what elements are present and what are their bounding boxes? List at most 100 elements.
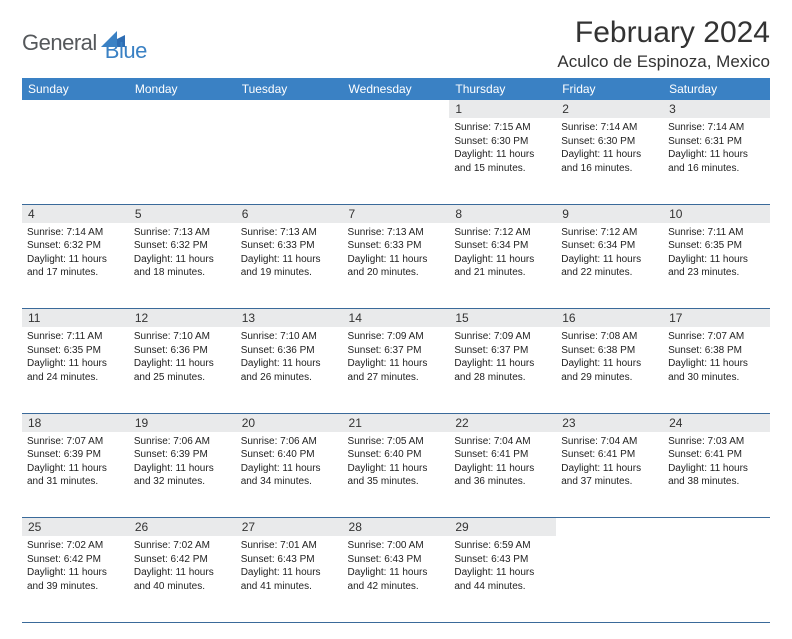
day-number-cell: [236, 100, 343, 118]
day-number-row: 45678910: [22, 204, 770, 223]
weekday-header: Friday: [556, 78, 663, 100]
day-number-cell: 23: [556, 413, 663, 432]
day-detail-text: Sunrise: 7:02 AMSunset: 6:42 PMDaylight:…: [134, 539, 231, 593]
day-detail-text: Sunrise: 6:59 AMSunset: 6:43 PMDaylight:…: [454, 539, 551, 593]
calendar-week-row: Sunrise: 7:14 AMSunset: 6:32 PMDaylight:…: [22, 223, 770, 309]
calendar-day-cell: Sunrise: 7:14 AMSunset: 6:30 PMDaylight:…: [556, 118, 663, 204]
calendar-day-cell: Sunrise: 7:12 AMSunset: 6:34 PMDaylight:…: [556, 223, 663, 309]
day-number-cell: 2: [556, 100, 663, 118]
day-detail-text: Sunrise: 7:05 AMSunset: 6:40 PMDaylight:…: [348, 435, 445, 489]
calendar-day-cell: Sunrise: 6:59 AMSunset: 6:43 PMDaylight:…: [449, 536, 556, 622]
day-detail-text: Sunrise: 7:09 AMSunset: 6:37 PMDaylight:…: [348, 330, 445, 384]
calendar-header-row: SundayMondayTuesdayWednesdayThursdayFrid…: [22, 78, 770, 100]
calendar-week-row: Sunrise: 7:02 AMSunset: 6:42 PMDaylight:…: [22, 536, 770, 622]
calendar-day-cell: Sunrise: 7:06 AMSunset: 6:40 PMDaylight:…: [236, 432, 343, 518]
calendar-day-cell: Sunrise: 7:09 AMSunset: 6:37 PMDaylight:…: [449, 327, 556, 413]
calendar-day-cell: Sunrise: 7:02 AMSunset: 6:42 PMDaylight:…: [22, 536, 129, 622]
weekday-header: Monday: [129, 78, 236, 100]
calendar-day-cell: Sunrise: 7:10 AMSunset: 6:36 PMDaylight:…: [129, 327, 236, 413]
day-number-cell: 25: [22, 518, 129, 537]
day-number-cell: 27: [236, 518, 343, 537]
day-detail-text: Sunrise: 7:08 AMSunset: 6:38 PMDaylight:…: [561, 330, 658, 384]
day-number-cell: 6: [236, 204, 343, 223]
day-number-cell: 19: [129, 413, 236, 432]
day-number-cell: 20: [236, 413, 343, 432]
calendar-day-cell: [22, 118, 129, 204]
day-number-cell: 21: [343, 413, 450, 432]
day-number-cell: 7: [343, 204, 450, 223]
month-title: February 2024: [557, 16, 770, 50]
calendar-day-cell: Sunrise: 7:11 AMSunset: 6:35 PMDaylight:…: [22, 327, 129, 413]
day-detail-text: Sunrise: 7:12 AMSunset: 6:34 PMDaylight:…: [454, 226, 551, 280]
calendar-day-cell: Sunrise: 7:13 AMSunset: 6:32 PMDaylight:…: [129, 223, 236, 309]
day-detail-text: Sunrise: 7:00 AMSunset: 6:43 PMDaylight:…: [348, 539, 445, 593]
calendar-week-row: Sunrise: 7:11 AMSunset: 6:35 PMDaylight:…: [22, 327, 770, 413]
day-number-row: 11121314151617: [22, 309, 770, 328]
day-detail-text: Sunrise: 7:10 AMSunset: 6:36 PMDaylight:…: [241, 330, 338, 384]
brand-logo: General Blue: [22, 16, 147, 64]
calendar-day-cell: Sunrise: 7:00 AMSunset: 6:43 PMDaylight:…: [343, 536, 450, 622]
calendar-day-cell: [663, 536, 770, 622]
day-detail-text: Sunrise: 7:13 AMSunset: 6:32 PMDaylight:…: [134, 226, 231, 280]
day-detail-text: Sunrise: 7:06 AMSunset: 6:40 PMDaylight:…: [241, 435, 338, 489]
day-detail-text: Sunrise: 7:07 AMSunset: 6:38 PMDaylight:…: [668, 330, 765, 384]
day-number-cell: 14: [343, 309, 450, 328]
day-number-cell: [663, 518, 770, 537]
weekday-header: Sunday: [22, 78, 129, 100]
day-detail-text: Sunrise: 7:03 AMSunset: 6:41 PMDaylight:…: [668, 435, 765, 489]
day-detail-text: Sunrise: 7:04 AMSunset: 6:41 PMDaylight:…: [561, 435, 658, 489]
day-detail-text: Sunrise: 7:13 AMSunset: 6:33 PMDaylight:…: [348, 226, 445, 280]
day-number-cell: 18: [22, 413, 129, 432]
brand-text-general: General: [22, 30, 97, 56]
calendar-day-cell: Sunrise: 7:13 AMSunset: 6:33 PMDaylight:…: [236, 223, 343, 309]
day-detail-text: Sunrise: 7:01 AMSunset: 6:43 PMDaylight:…: [241, 539, 338, 593]
brand-text-blue: Blue: [105, 22, 147, 64]
day-number-cell: [129, 100, 236, 118]
day-number-cell: [22, 100, 129, 118]
calendar-day-cell: [129, 118, 236, 204]
calendar-day-cell: Sunrise: 7:10 AMSunset: 6:36 PMDaylight:…: [236, 327, 343, 413]
calendar-day-cell: Sunrise: 7:04 AMSunset: 6:41 PMDaylight:…: [449, 432, 556, 518]
day-number-row: 2526272829: [22, 518, 770, 537]
day-number-cell: 1: [449, 100, 556, 118]
day-number-cell: 26: [129, 518, 236, 537]
calendar-day-cell: [343, 118, 450, 204]
day-number-cell: 12: [129, 309, 236, 328]
header: General Blue February 2024 Aculco de Esp…: [22, 16, 770, 72]
day-detail-text: Sunrise: 7:14 AMSunset: 6:31 PMDaylight:…: [668, 121, 765, 175]
calendar-day-cell: Sunrise: 7:08 AMSunset: 6:38 PMDaylight:…: [556, 327, 663, 413]
day-number-cell: 4: [22, 204, 129, 223]
day-detail-text: Sunrise: 7:10 AMSunset: 6:36 PMDaylight:…: [134, 330, 231, 384]
location-label: Aculco de Espinoza, Mexico: [557, 52, 770, 72]
day-number-cell: [343, 100, 450, 118]
day-number-cell: 15: [449, 309, 556, 328]
calendar-day-cell: Sunrise: 7:14 AMSunset: 6:32 PMDaylight:…: [22, 223, 129, 309]
calendar-day-cell: Sunrise: 7:13 AMSunset: 6:33 PMDaylight:…: [343, 223, 450, 309]
calendar-day-cell: Sunrise: 7:07 AMSunset: 6:39 PMDaylight:…: [22, 432, 129, 518]
day-detail-text: Sunrise: 7:04 AMSunset: 6:41 PMDaylight:…: [454, 435, 551, 489]
day-detail-text: Sunrise: 7:02 AMSunset: 6:42 PMDaylight:…: [27, 539, 124, 593]
day-detail-text: Sunrise: 7:09 AMSunset: 6:37 PMDaylight:…: [454, 330, 551, 384]
calendar-day-cell: Sunrise: 7:02 AMSunset: 6:42 PMDaylight:…: [129, 536, 236, 622]
calendar-day-cell: Sunrise: 7:14 AMSunset: 6:31 PMDaylight:…: [663, 118, 770, 204]
calendar-table: SundayMondayTuesdayWednesdayThursdayFrid…: [22, 78, 770, 623]
day-number-cell: 16: [556, 309, 663, 328]
day-number-cell: [556, 518, 663, 537]
day-number-cell: 13: [236, 309, 343, 328]
day-number-cell: 11: [22, 309, 129, 328]
day-detail-text: Sunrise: 7:14 AMSunset: 6:30 PMDaylight:…: [561, 121, 658, 175]
day-number-cell: 28: [343, 518, 450, 537]
day-number-cell: 9: [556, 204, 663, 223]
calendar-day-cell: Sunrise: 7:06 AMSunset: 6:39 PMDaylight:…: [129, 432, 236, 518]
calendar-day-cell: Sunrise: 7:04 AMSunset: 6:41 PMDaylight:…: [556, 432, 663, 518]
day-number-cell: 10: [663, 204, 770, 223]
calendar-week-row: Sunrise: 7:07 AMSunset: 6:39 PMDaylight:…: [22, 432, 770, 518]
calendar-week-row: Sunrise: 7:15 AMSunset: 6:30 PMDaylight:…: [22, 118, 770, 204]
weekday-header: Thursday: [449, 78, 556, 100]
day-number-cell: 22: [449, 413, 556, 432]
day-number-cell: 3: [663, 100, 770, 118]
day-number-cell: 29: [449, 518, 556, 537]
day-detail-text: Sunrise: 7:11 AMSunset: 6:35 PMDaylight:…: [668, 226, 765, 280]
day-number-cell: 8: [449, 204, 556, 223]
day-detail-text: Sunrise: 7:14 AMSunset: 6:32 PMDaylight:…: [27, 226, 124, 280]
